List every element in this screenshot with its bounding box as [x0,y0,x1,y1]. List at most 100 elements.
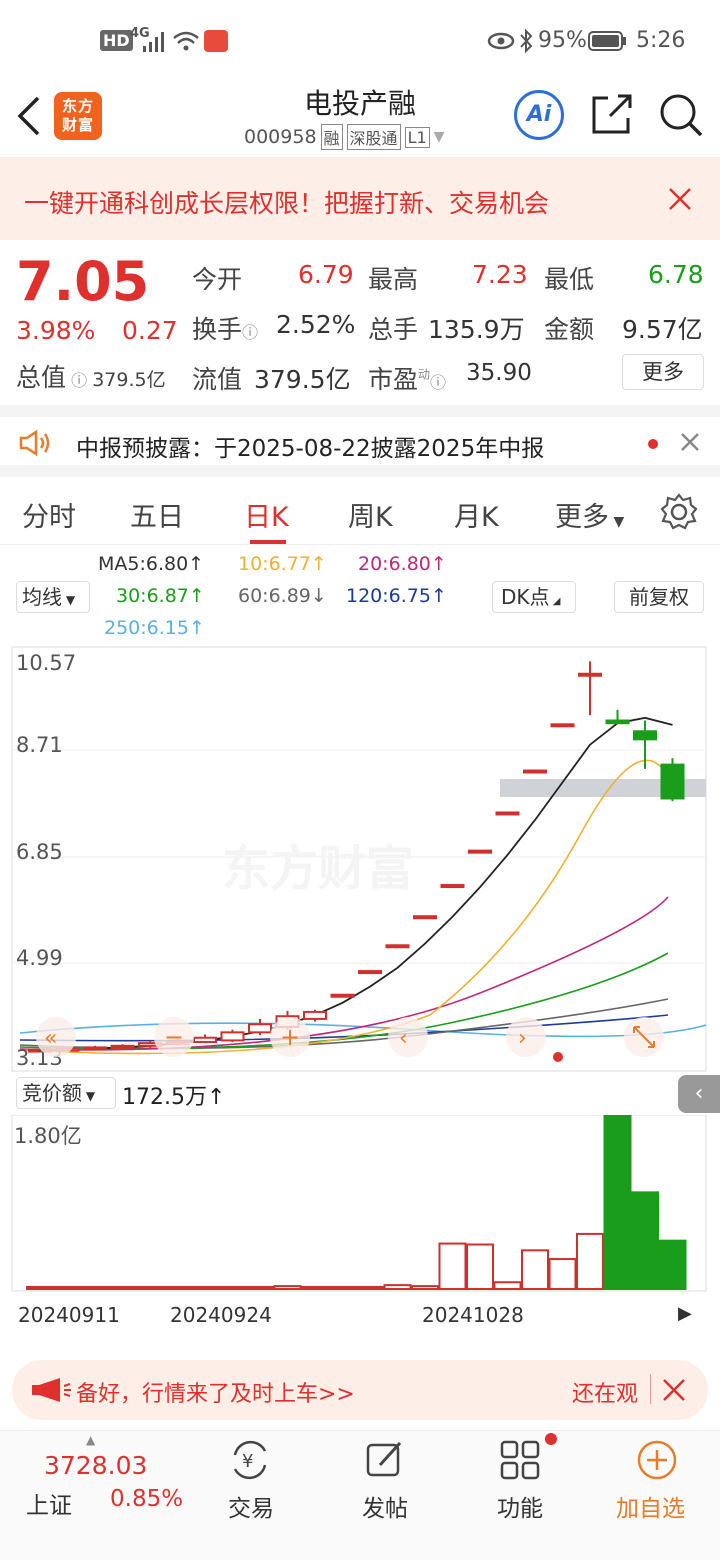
tag-connect: 深股通 [346,124,401,150]
trade-icon: ¥ [233,1440,267,1480]
app-notification-icon [204,30,228,52]
index-percent: 0.85% [110,1486,184,1512]
candle-body [633,730,657,741]
y-tick-1: 10.57 [16,651,76,675]
y-tick-2: 8.71 [16,733,63,757]
volume-bar [246,1286,274,1290]
nav-add-watchlist[interactable]: 加自选 [610,1431,710,1551]
double-chevron-left-icon: « [44,1026,57,1051]
period-tabs: 分时 五日 日K 周K 月K 更多 ▼ [0,477,720,545]
nav-add-label: 加自选 [616,1496,685,1522]
tab-weekly-k[interactable]: 周K [348,502,393,533]
settings-icon[interactable] [660,493,698,531]
kline-chart[interactable]: 东方财富 10.57 8.71 6.85 4.99 3.13 « − + ‹ › [0,645,720,1075]
volume-value: 135.9万 [428,315,525,344]
tab-five-day[interactable]: 五日 [130,502,184,533]
dropdown-icon[interactable]: ▼ [433,129,445,145]
functions-badge [545,1433,557,1445]
more-button[interactable]: 更多 [622,354,704,390]
nav-functions-label: 功能 [497,1496,543,1522]
chevron-right-icon: › [518,1026,527,1051]
candle-body [358,970,382,975]
tab-more[interactable]: 更多 ▼ [555,502,625,533]
index-widget[interactable]: ▲ 3728.03 上证 0.85% [0,1431,184,1561]
notice-bar[interactable]: 中报预披露：于2025-08-22披露2025年中报 [0,405,720,477]
stock-code-row: 000958 融 深股通 L1 ▼ [244,124,444,150]
bottom-nav: ▲ 3728.03 上证 0.85% ¥ 交易 发帖 功能 加自选 [0,1430,720,1560]
change-percent: 3.98% [16,316,96,345]
candle-body [660,763,685,800]
eye-icon [487,32,515,50]
promo-strip[interactable]: 备好，行情来了及时上车>> 还在观 [12,1360,708,1420]
adjust-button[interactable]: 前复权 [614,581,704,613]
notice-close-icon[interactable] [680,432,700,452]
ma10-label: 10:6.77↑ [238,553,327,575]
volume-bars [26,1114,687,1291]
network-label: 4G [130,26,150,41]
zoom-in-button[interactable] [270,1017,310,1057]
candle-body [193,1036,217,1044]
nav-post[interactable]: 发帖 [340,1431,430,1551]
total-mv-label: 总值 ⓘ 379.5亿 [16,363,166,392]
scroll-left-fast-button[interactable] [36,1017,76,1057]
tab-intraday[interactable]: 分时 [22,502,76,533]
total-mv-value: 379.5亿 [92,369,166,391]
chevron-left-icon: ‹ [399,1026,408,1051]
promo-banner[interactable]: 一键开通科创成长层权限！把握打新、交易机会 [0,158,720,240]
battery-percent: 95% [538,28,587,53]
speaker-icon [19,429,50,457]
close-icon[interactable] [668,187,692,211]
last-price: 7.05 [16,250,150,313]
open-label: 今开 [192,265,243,294]
volume-bar [81,1286,109,1290]
candle-body [110,1044,135,1049]
ma250-label: 250:6.15↑ [104,617,205,639]
scroll-right-icon[interactable]: ▶ [678,1303,692,1324]
float-mv-value: 379.5亿 [254,365,351,394]
ma20-label: 20:6.80↑ [358,553,447,575]
scroll-left-button[interactable] [388,1017,428,1057]
volume-bar [411,1285,439,1291]
date-axis: 20240911 20240924 20241028 ▶ [0,1295,720,1345]
volume-bar [163,1286,192,1290]
candle-body [330,993,355,998]
tab-daily-k[interactable]: 日K [244,502,289,533]
ma5-label: MA5:6.80↑ [98,553,205,575]
y-tick-3: 6.85 [16,840,63,864]
tab-monthly-k[interactable]: 月K [454,502,499,533]
tag-level[interactable]: L1 [404,126,430,148]
indicator-selector[interactable]: 竞价额 ▼ [16,1077,116,1109]
scroll-right-button[interactable] [506,1017,546,1057]
volume-bar [328,1286,357,1290]
candle-body [220,1031,245,1042]
open-value: 6.79 [298,260,354,289]
minus-icon: − [164,1023,184,1051]
volume-bar [521,1249,549,1290]
kline-svg: 东方财富 10.57 8.71 6.85 4.99 3.13 « − + ‹ › [11,646,707,1072]
ma60-label: 60:6.89↓ [238,585,327,607]
candle-body [83,1046,107,1051]
ma-selector[interactable]: 均线 ▼ [16,581,90,613]
divider [650,1374,651,1404]
zoom-out-button[interactable] [154,1017,194,1057]
amount-value: 9.57亿 [622,315,703,344]
bluetooth-icon [520,28,533,54]
promo-close-icon[interactable] [662,1378,686,1402]
y-tick-4: 4.99 [16,946,63,970]
collapse-panel-button[interactable]: ‹ [678,1075,720,1113]
ma30-label: 30:6.87↑ [116,585,205,607]
tag-margin: 融 [320,124,343,150]
nav-functions[interactable]: 功能 [475,1431,565,1551]
ai-button[interactable]: Ai [514,90,564,140]
share-icon[interactable] [590,92,634,136]
banner-text: 一键开通科创成长层权限！把握打新、交易机会 [24,189,550,218]
grid-icon [500,1440,540,1480]
nav-trade-label: 交易 [228,1496,274,1522]
dk-button[interactable]: DK点 ◢ [492,581,576,613]
back-icon[interactable] [16,96,42,136]
candle-body [523,769,547,774]
search-icon[interactable] [658,92,704,138]
nav-trade[interactable]: ¥ 交易 [205,1431,295,1551]
battery-icon [588,31,626,51]
volume-indicator-bar: 竞价额 ▼ 172.5万↑ ‹ [0,1075,720,1115]
